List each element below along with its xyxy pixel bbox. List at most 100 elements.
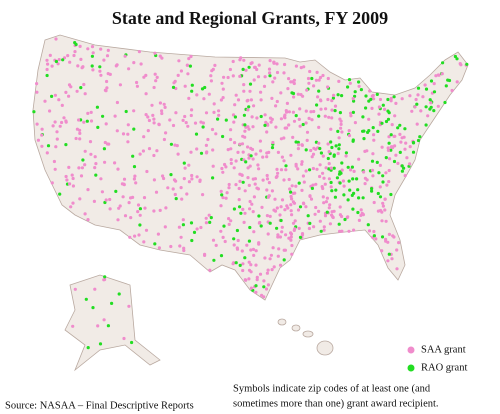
grant-dot bbox=[247, 127, 251, 131]
grant-dot bbox=[190, 108, 194, 112]
grant-dot bbox=[266, 283, 270, 287]
grant-dot bbox=[332, 93, 336, 97]
grant-dot bbox=[384, 171, 388, 175]
grant-dot bbox=[369, 97, 373, 101]
grant-dot bbox=[355, 177, 359, 181]
grant-dot bbox=[99, 47, 103, 51]
grant-dot bbox=[283, 126, 287, 130]
grant-dot bbox=[212, 258, 216, 262]
grant-dot bbox=[291, 135, 295, 139]
grant-dot bbox=[432, 82, 436, 86]
grant-dot bbox=[287, 236, 291, 240]
grant-dot bbox=[298, 235, 303, 239]
grant-dot bbox=[232, 261, 236, 265]
grant-dot bbox=[390, 145, 394, 149]
grant-dot bbox=[244, 68, 248, 72]
grant-dot bbox=[392, 134, 396, 138]
grant-dot bbox=[89, 110, 93, 114]
grant-dot bbox=[252, 104, 256, 108]
grant-dot bbox=[312, 146, 316, 150]
grant-dot bbox=[229, 161, 233, 165]
grant-dot bbox=[252, 230, 256, 234]
grant-dot bbox=[234, 159, 238, 163]
grant-dot bbox=[234, 183, 238, 187]
grant-dot bbox=[179, 235, 183, 239]
grant-dot bbox=[273, 197, 277, 201]
grant-dot bbox=[221, 196, 225, 200]
grant-dot bbox=[278, 263, 283, 267]
grant-dot bbox=[220, 166, 224, 171]
grant-dot bbox=[250, 202, 254, 206]
grant-dot bbox=[289, 235, 293, 239]
grant-dot bbox=[312, 109, 316, 114]
grant-dot bbox=[226, 148, 230, 152]
grant-dot bbox=[238, 263, 242, 267]
grant-dot bbox=[311, 183, 315, 187]
grant-dot bbox=[370, 187, 374, 191]
grant-dot bbox=[153, 51, 157, 55]
grant-dot bbox=[101, 114, 105, 118]
grant-dot bbox=[238, 58, 242, 62]
grant-dot bbox=[232, 243, 236, 247]
grant-dot bbox=[237, 186, 241, 191]
grant-dot bbox=[267, 150, 271, 154]
grant-dot bbox=[301, 122, 305, 127]
grant-dot bbox=[174, 111, 178, 115]
grant-dot bbox=[73, 41, 77, 45]
grant-dot bbox=[181, 223, 185, 227]
grant-dot bbox=[450, 88, 454, 93]
grant-dot bbox=[139, 62, 143, 66]
grant-dot bbox=[272, 60, 276, 64]
grant-dot bbox=[384, 119, 389, 124]
grant-dot bbox=[242, 220, 246, 224]
grant-dot bbox=[349, 168, 353, 172]
grant-dot bbox=[186, 124, 190, 128]
grant-dot bbox=[182, 248, 186, 253]
grant-dot bbox=[54, 37, 58, 41]
grant-dot bbox=[114, 189, 118, 193]
grant-dot bbox=[403, 174, 407, 178]
grant-dot bbox=[171, 187, 175, 191]
grant-dot bbox=[265, 155, 269, 159]
grant-dot bbox=[378, 163, 382, 167]
grant-dot bbox=[301, 201, 306, 205]
grant-dot bbox=[310, 118, 314, 122]
grant-dot bbox=[91, 306, 95, 310]
grant-dot bbox=[189, 54, 193, 59]
grant-dot bbox=[387, 180, 391, 184]
grant-dot bbox=[267, 181, 271, 185]
grant-dot bbox=[93, 155, 97, 159]
grant-dot bbox=[36, 138, 41, 142]
grant-dot bbox=[232, 237, 236, 241]
grant-dot bbox=[217, 113, 221, 117]
grant-dot bbox=[313, 212, 317, 216]
grant-dot bbox=[48, 109, 52, 113]
grant-dot bbox=[436, 73, 440, 77]
grant-dot bbox=[137, 233, 141, 237]
grant-dot bbox=[187, 163, 191, 167]
grant-dot bbox=[257, 221, 261, 225]
grant-dot bbox=[334, 144, 338, 148]
grant-dot bbox=[275, 174, 279, 178]
grant-dot bbox=[318, 75, 323, 80]
grant-dot bbox=[275, 70, 280, 75]
grant-dot bbox=[254, 249, 258, 253]
grant-dot bbox=[180, 197, 184, 201]
grant-dot bbox=[232, 207, 236, 211]
hawaii bbox=[277, 318, 334, 356]
grant-dot bbox=[273, 209, 278, 213]
grant-dot bbox=[121, 195, 125, 199]
grant-dot bbox=[276, 171, 280, 175]
grant-dot bbox=[257, 241, 261, 245]
grant-dot bbox=[347, 129, 351, 133]
grant-dot bbox=[352, 99, 356, 103]
grant-dot bbox=[145, 169, 149, 174]
grant-dot bbox=[70, 173, 74, 177]
grant-dot bbox=[326, 85, 330, 89]
grant-dot bbox=[280, 198, 285, 202]
grant-dot bbox=[366, 223, 370, 227]
grant-dot bbox=[290, 252, 294, 256]
grant-dot bbox=[363, 182, 367, 186]
grant-dot bbox=[337, 143, 341, 147]
